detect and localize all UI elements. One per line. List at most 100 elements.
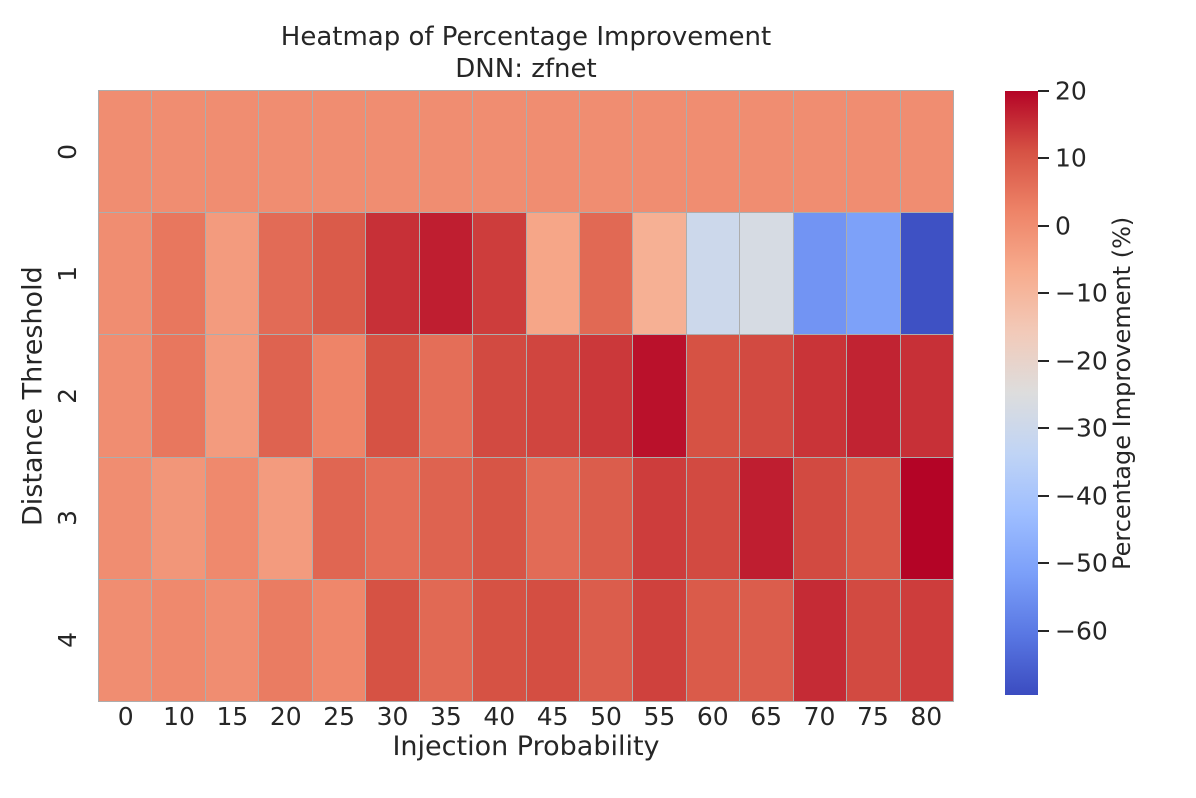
heatmap-cell	[526, 213, 579, 335]
heatmap-cell	[633, 579, 686, 701]
x-tick-label: 65	[750, 702, 783, 731]
x-tick-labels: 0 10 15 20 25 30 35 40 45 50 55 60 65 70 75 80	[99, 704, 953, 729]
heatmap-cell	[259, 91, 312, 213]
colorbar-tick-label: −30	[1055, 413, 1108, 443]
x-tick-label: 20	[269, 702, 302, 731]
colorbar-tick-label: 10	[1055, 143, 1087, 173]
colorbar-tick	[1038, 292, 1049, 295]
heatmap-cell	[312, 579, 366, 701]
y-tick-label: 4	[52, 632, 82, 648]
heatmap-cell	[579, 457, 633, 579]
x-tick-label: 40	[483, 702, 516, 731]
heatmap-cell	[312, 335, 366, 457]
x-tick-label: 75	[857, 702, 889, 731]
chart-subtitle: DNN: zfnet	[455, 53, 597, 84]
x-tick-label: 70	[803, 702, 836, 731]
x-tick-label: 80	[910, 702, 943, 731]
y-tick-label: 0	[52, 144, 82, 160]
heatmap-cell	[847, 213, 900, 335]
heatmap-cell	[419, 91, 473, 213]
y-tick-label: 3	[52, 510, 82, 526]
colorbar-tick	[1038, 629, 1049, 632]
x-tick-label: 25	[323, 702, 356, 731]
heatmap-cell	[900, 335, 953, 457]
y-axis-label: Distance Threshold	[17, 266, 49, 526]
colorbar-label: Percentage Improvement (%)	[1108, 216, 1136, 570]
colorbar-tick	[1038, 224, 1049, 227]
heatmap-cell	[847, 579, 900, 701]
heatmap-cell	[900, 213, 953, 335]
heatmap-cell	[205, 335, 259, 457]
heatmap-cell	[633, 213, 686, 335]
colorbar-tick-label: −20	[1055, 346, 1108, 376]
heatmap-cell	[312, 91, 366, 213]
x-tick-label: 50	[590, 702, 622, 731]
heatmap-grid	[98, 90, 954, 702]
heatmap-cell	[793, 579, 847, 701]
heatmap-cell	[579, 335, 633, 457]
heatmap-cell	[259, 213, 312, 335]
heatmap-cell	[473, 579, 526, 701]
heatmap-cell	[259, 335, 312, 457]
heatmap-cell	[152, 457, 205, 579]
heatmap-cell	[473, 91, 526, 213]
heatmap-cell	[847, 335, 900, 457]
heatmap-cell	[99, 91, 152, 213]
heatmap-cell	[526, 579, 579, 701]
colorbar-tick-label: 0	[1055, 211, 1071, 241]
colorbar-tick	[1038, 494, 1049, 497]
x-axis-label: Injection Probability	[392, 731, 660, 762]
heatmap-cell	[900, 579, 953, 701]
chart-title-block: Heatmap of Percentage Improvement DNN: z…	[99, 22, 953, 85]
x-tick-label: 60	[696, 702, 729, 731]
colorbar-tick	[1038, 90, 1049, 92]
y-tick-label: 1	[52, 266, 82, 282]
heatmap-cell	[259, 457, 312, 579]
heatmap-cell	[686, 335, 740, 457]
heatmap-cell	[686, 213, 740, 335]
heatmap-cell	[99, 457, 152, 579]
heatmap-cell	[419, 335, 473, 457]
heatmap-cell	[686, 579, 740, 701]
heatmap-cell	[205, 91, 259, 213]
colorbar-tick	[1038, 359, 1049, 362]
heatmap-cell	[99, 335, 152, 457]
heatmap-cell	[740, 579, 793, 701]
colorbar-tick-label: 20	[1055, 76, 1087, 106]
heatmap-cell	[366, 335, 419, 457]
heatmap-cell	[152, 579, 205, 701]
heatmap-cell	[633, 335, 686, 457]
heatmap-cell	[152, 213, 205, 335]
colorbar-gradient	[1005, 91, 1038, 695]
heatmap-cell	[205, 579, 259, 701]
heatmap-cell	[419, 579, 473, 701]
colorbar-tick-label: −40	[1055, 481, 1108, 511]
heatmap-cell	[99, 213, 152, 335]
x-tick-label: 10	[163, 702, 195, 731]
colorbar-tick	[1038, 562, 1049, 565]
heatmap-cell	[526, 335, 579, 457]
colorbar-tick-label: −60	[1055, 616, 1108, 646]
heatmap-cell	[793, 457, 847, 579]
heatmap-cell	[205, 213, 259, 335]
heatmap-cell	[579, 213, 633, 335]
heatmap-cell	[579, 91, 633, 213]
heatmap-cell	[686, 457, 740, 579]
heatmap-cell	[633, 91, 686, 213]
colorbar-tick	[1038, 427, 1049, 430]
heatmap-cell	[152, 335, 205, 457]
colorbar-tick-label: −50	[1055, 548, 1108, 578]
heatmap-cell	[526, 457, 579, 579]
heatmap-cell	[473, 457, 526, 579]
x-tick-label: 30	[376, 702, 409, 731]
heatmap-cell	[900, 91, 953, 213]
heatmap-cell	[900, 457, 953, 579]
heatmap-cell	[740, 457, 793, 579]
heatmap-cell	[847, 91, 900, 213]
heatmap-cell	[152, 91, 205, 213]
heatmap-cell	[793, 213, 847, 335]
heatmap-cell	[259, 579, 312, 701]
x-tick-label: 45	[536, 702, 569, 731]
heatmap-cell	[366, 213, 419, 335]
heatmap-cell	[473, 335, 526, 457]
